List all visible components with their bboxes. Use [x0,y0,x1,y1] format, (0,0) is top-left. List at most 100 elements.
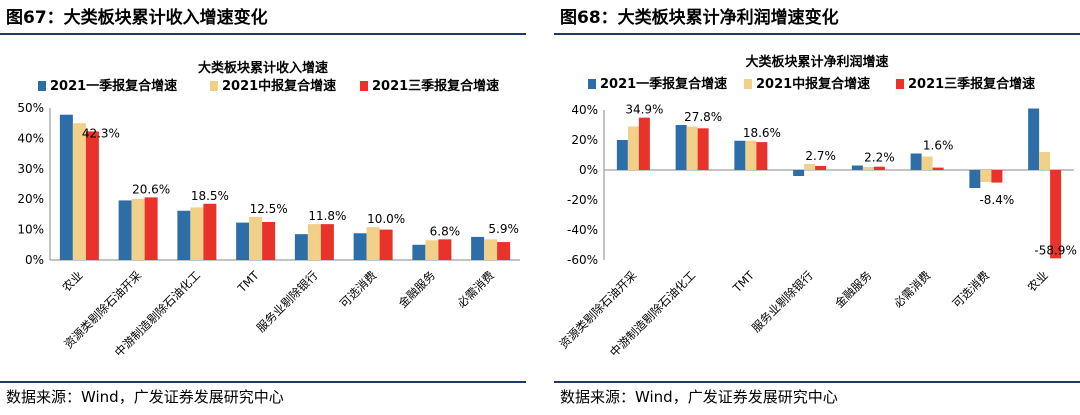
bar [627,126,639,170]
data-label: 12.5% [250,202,288,216]
legend-label: 2021中报复合增速 [222,78,336,94]
bar [366,227,380,260]
bar [307,224,321,260]
bar [236,222,250,260]
legend-swatch [38,81,46,91]
bar [616,140,628,170]
legend-label: 2021三季报复合增速 [372,78,499,94]
bar [249,216,263,260]
legend-label: 2021三季报复合增速 [908,76,1035,92]
data-label: 2.2% [864,151,895,165]
legend-swatch [360,81,368,91]
bar [203,203,217,260]
category-label: TMT [234,268,262,296]
bar [638,117,650,170]
y-tick-label: 20% [571,133,598,147]
revenue-growth-chart: 大类板块累计收入增速 2021一季报复合增速 2021中报复合增速 2021三季报复合… [17,60,520,359]
y-tick-label: -60% [567,253,598,267]
legend-swatch [210,81,218,91]
bar [320,224,334,260]
y-tick-label: 30% [17,162,44,176]
data-label: 5.9% [488,222,519,236]
bar [59,114,73,260]
bar [932,167,944,170]
bar [262,222,276,260]
bar [484,239,498,260]
data-label: 1.6% [923,139,954,153]
left-figure-panel: 图67：大类板块累计收入增速变化 大类板块累计收入增速 2021一季报复合增速 20… [0,0,526,415]
data-label: 42.3% [82,126,120,140]
bar [793,170,805,176]
source-rule [0,381,526,383]
bar [815,165,827,170]
bar [1028,108,1040,170]
bar [425,240,439,260]
bar [1050,170,1062,259]
source-rule [554,381,1080,383]
y-tick-label: 40% [17,131,44,145]
y-tick-label: 20% [17,192,44,206]
bar [190,207,204,260]
bar [686,126,698,170]
data-label: 10.0% [367,212,405,226]
category-label: 可选消费 [337,268,379,310]
right-figure-panel: 图68：大类板块累计净利润增速变化 大类板块累计净利润增速 2021一季报复合增速… [554,0,1080,415]
category-label: 金融服务 [396,268,439,311]
data-label: 6.8% [430,224,461,238]
legend-label: 2021一季报复合增速 [50,78,177,94]
category-label: 服务业剔除银行 [254,268,321,335]
legend-label: 2021一季报复合增速 [600,76,727,92]
profit-growth-chart: 大类板块累计净利润增速 2021一季报复合增速 2021中报复合增速 2021三季报复… [556,54,1076,359]
bar [745,140,757,170]
data-label: 18.5% [191,189,229,203]
data-label: 27.8% [684,110,722,124]
source-note: 数据来源：Wind，广发证券发展研究中心 [6,388,284,406]
y-tick-label: 40% [571,103,598,117]
data-label: 20.6% [132,182,170,196]
bar [862,167,874,170]
category-label: 服务业剔除银行 [749,268,816,335]
bar [118,200,132,260]
bar [294,234,308,260]
legend-swatch [896,79,904,89]
bar [991,170,1003,183]
data-label: -58.9% [1034,243,1076,257]
bar [851,165,863,170]
bar [497,242,511,260]
bar [131,198,145,260]
category-label: 可选消费 [950,268,992,310]
bar [756,142,768,170]
chart-title: 大类板块累计收入增速 [198,60,328,76]
category-label: 必需消费 [891,268,933,310]
title-rule [0,33,526,35]
category-label: 金融服务 [832,268,875,311]
figure-title: 图68：大类板块累计净利润增速变化 [560,8,839,28]
title-rule [554,33,1080,35]
bar [72,123,86,260]
bar [177,210,191,260]
data-label: -8.4% [979,193,1014,207]
figure-title: 图67：大类板块累计收入增速变化 [6,8,268,28]
category-label: TMT [729,268,757,296]
data-label: 11.8% [308,209,346,223]
data-label: 2.7% [805,149,836,163]
y-tick-label: 0% [25,253,44,267]
bar [412,244,426,260]
bar [144,197,158,260]
y-tick-label: 0% [579,163,598,177]
y-tick-label: 10% [17,223,44,237]
category-label: 农业 [59,268,85,294]
bar [438,239,452,260]
y-tick-label: -40% [567,223,598,237]
category-label: 农业 [1025,268,1051,294]
chart-title: 大类板块累计净利润增速 [745,54,888,70]
bar [697,128,709,170]
y-tick-label: -20% [567,193,598,207]
bar [969,170,981,188]
bar [804,164,816,170]
data-label: 18.6% [743,126,781,140]
bar [921,156,933,170]
bar [353,233,367,260]
bar [379,229,393,260]
bar [1039,152,1051,170]
